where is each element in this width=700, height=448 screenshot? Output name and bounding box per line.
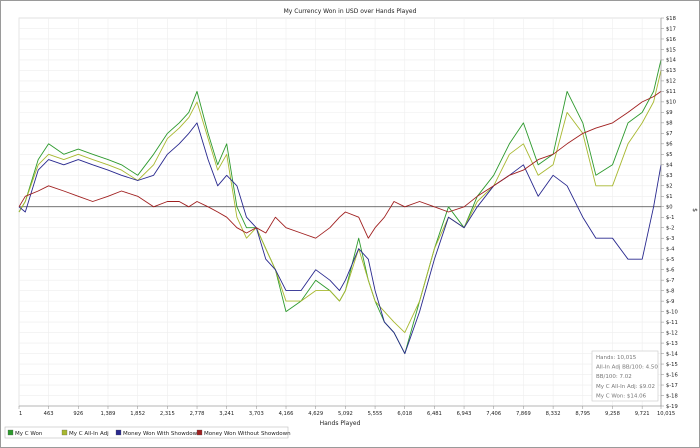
x-axis-title: Hands Played (320, 420, 361, 427)
y-tick-label: $6 (666, 142, 673, 148)
x-tick-label: 9,721 (635, 411, 650, 417)
y-tick-label: $-17 (666, 383, 678, 389)
y-tick-label: $-7 (666, 278, 674, 284)
y-tick-label: $18 (666, 16, 676, 22)
x-tick-label: 8,795 (575, 411, 590, 417)
x-tick-label: 1 (19, 411, 22, 417)
legend-swatch (7, 429, 14, 436)
y-tick-label: $1 (666, 194, 673, 200)
x-tick-label: 4,166 (279, 411, 294, 417)
x-tick-label: 1,389 (101, 411, 116, 417)
y-tick-label: $7 (666, 131, 673, 137)
y-tick-label: $-16 (666, 372, 678, 378)
y-tick-label: $14 (666, 58, 677, 64)
y-tick-label: $-8 (666, 288, 674, 294)
stats-box-bg (591, 350, 659, 402)
x-tick-label: 7,406 (486, 411, 501, 417)
x-tick-label: 926 (73, 411, 83, 417)
x-tick-label: 463 (44, 411, 54, 417)
y-tick-label: $11 (666, 89, 676, 95)
x-tick-label: 9,258 (605, 411, 620, 417)
legend-label: My C Won (15, 431, 43, 437)
x-tick-label: 6,943 (457, 411, 472, 417)
x-tick-label: 3,241 (219, 411, 234, 417)
y-axis-title: $ (691, 208, 698, 212)
y-tick-label: $10 (666, 100, 676, 106)
y-tick-label: $3 (666, 173, 673, 179)
series-line-2 (18, 122, 662, 355)
grid (18, 17, 662, 407)
legend-swatch (61, 429, 68, 436)
y-tick-label: $-12 (666, 330, 678, 336)
x-tick-label: 5,555 (368, 411, 383, 417)
y-tick-label: $-15 (666, 362, 678, 368)
y-tick-label: $-4 (666, 247, 675, 253)
x-tick-label: 8,332 (546, 411, 561, 417)
y-tick-label: $-13 (666, 341, 678, 347)
y-tick-label: $4 (666, 163, 673, 169)
x-tick-label: 3,703 (249, 411, 264, 417)
legend-label: Money Won With Showdown (123, 431, 201, 437)
y-tick-label: $13 (666, 68, 676, 74)
y-tick-label: $-11 (666, 320, 678, 326)
y-tick-label: $-3 (666, 236, 674, 242)
x-tick-label: 1,852 (130, 411, 145, 417)
legend-swatch (196, 429, 203, 436)
legend-box (4, 426, 289, 439)
series-line-3 (18, 91, 662, 239)
y-tick-label: $-6 (666, 267, 674, 273)
y-tick-label: $-9 (666, 299, 674, 305)
x-tick-label: 2,315 (160, 411, 175, 417)
plot-area (18, 17, 662, 407)
y-tick-label: $-19 (666, 404, 678, 410)
x-tick-label: 6,481 (427, 411, 442, 417)
axes: $18$17$16$15$14$13$12$11$10$9$8$7$6$5$4$… (18, 16, 678, 417)
x-tick-label: 5,092 (338, 411, 353, 417)
x-tick-label: 4,629 (308, 411, 323, 417)
stats-line: All-In Adj BB/100: 4.50 (596, 365, 658, 371)
y-tick-label: $15 (666, 47, 676, 53)
y-tick-label: $-18 (666, 393, 678, 399)
y-tick-label: $-2 (666, 226, 674, 232)
y-tick-label: $-1 (666, 215, 674, 221)
stats-line: Hands: 10,015 (596, 355, 637, 361)
x-tick-label: 2,778 (190, 411, 205, 417)
x-tick-label: 6,018 (397, 411, 412, 417)
y-tick-label: $16 (666, 37, 676, 43)
y-tick-label: $0 (666, 205, 673, 211)
stats-line: My C All-In Adj: $9.02 (596, 384, 655, 390)
legend-swatch (115, 429, 122, 436)
y-tick-label: $5 (666, 152, 673, 158)
y-tick-label: $9 (666, 110, 673, 116)
legend-label: My C All-In Adj (69, 431, 109, 437)
stats-line: BB/100: 7.02 (596, 374, 632, 380)
stats-line: My C Won: $14.06 (596, 393, 647, 399)
y-tick-label: $-5 (666, 257, 674, 263)
y-tick-label: $8 (666, 121, 673, 127)
series-lines (18, 59, 662, 355)
y-tick-label: $-14 (666, 351, 678, 357)
stats-box: Hands: 10,015 All-In Adj BB/100: 4.50 BB/1… (591, 350, 659, 402)
legend-label: Money Won Without Showdown (204, 431, 291, 437)
x-tick-label: 7,869 (516, 411, 531, 417)
x-tick-label: 10,015 (657, 411, 675, 417)
y-tick-label: $2 (666, 184, 673, 190)
y-tick-label: $12 (666, 79, 676, 85)
series-line-1 (18, 70, 662, 334)
legend: My C Won My C All-In Adj Money Won With Sh… (4, 426, 291, 439)
chart-title: My Currency Won in USD over Hands Played (284, 8, 417, 15)
y-tick-label: $17 (666, 26, 676, 32)
y-tick-label: $-10 (666, 309, 678, 315)
